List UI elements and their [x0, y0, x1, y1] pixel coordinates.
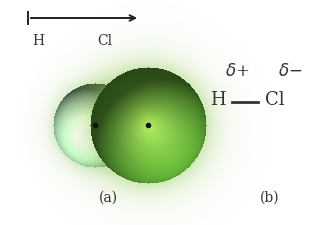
Text: (b): (b) — [260, 191, 280, 205]
Text: H: H — [210, 91, 226, 109]
Text: Cl: Cl — [97, 34, 113, 48]
Text: (a): (a) — [98, 191, 117, 205]
Text: $\delta$$-$: $\delta$$-$ — [278, 63, 302, 81]
Text: H: H — [32, 34, 44, 48]
Text: $\delta$+: $\delta$+ — [225, 63, 249, 81]
Text: Cl: Cl — [265, 91, 285, 109]
